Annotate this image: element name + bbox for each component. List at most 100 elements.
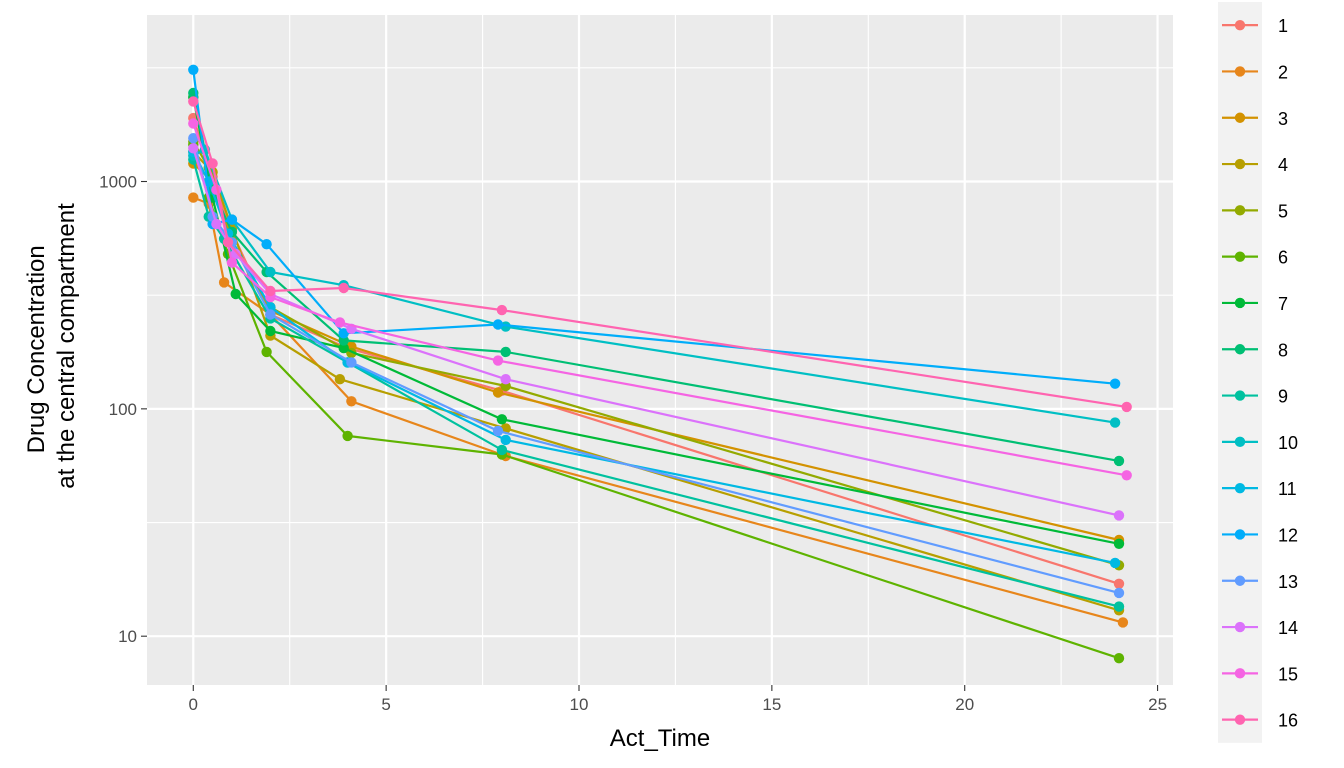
legend-key-point — [1234, 19, 1246, 31]
data-point — [188, 192, 199, 203]
data-point — [500, 374, 511, 385]
data-point — [492, 319, 504, 330]
legend-label: 13 — [1278, 572, 1298, 592]
data-point — [188, 143, 199, 154]
series-group — [188, 64, 1132, 664]
data-point — [500, 346, 511, 358]
data-point — [1113, 653, 1125, 664]
legend-label: 2 — [1278, 62, 1288, 82]
data-point — [188, 64, 199, 76]
legend-label: 1 — [1278, 16, 1288, 36]
data-point — [1113, 601, 1125, 612]
data-point — [222, 237, 234, 248]
legend-label: 4 — [1278, 155, 1288, 175]
data-point — [265, 266, 276, 278]
data-point — [1109, 557, 1121, 569]
data-point — [496, 304, 508, 316]
legend-item-12: 12 — [1222, 525, 1298, 545]
data-point — [346, 396, 357, 407]
legend-label: 15 — [1278, 664, 1298, 684]
data-point — [265, 309, 276, 320]
data-point — [1113, 510, 1125, 521]
legend-key-point — [1234, 112, 1246, 123]
data-point — [230, 248, 241, 260]
data-point — [230, 288, 241, 300]
legend-key-point — [1234, 482, 1246, 494]
legend-item-6: 6 — [1222, 248, 1288, 268]
legend-item-10: 10 — [1222, 433, 1298, 453]
legend-item-9: 9 — [1222, 387, 1288, 407]
legend-key-point — [1234, 575, 1246, 586]
legend-key-point — [1234, 621, 1246, 633]
y-axis-title-line-2: at the central compartment — [53, 203, 80, 489]
legend-label: 8 — [1278, 340, 1288, 360]
data-point — [1117, 617, 1129, 628]
data-point — [492, 387, 504, 398]
data-point — [188, 118, 199, 129]
data-point — [226, 214, 238, 225]
data-point — [1121, 470, 1132, 481]
legend-key-point — [1234, 205, 1246, 216]
legend-key-background — [1218, 2, 1262, 743]
data-point — [218, 277, 230, 288]
legend-item-3: 3 — [1222, 109, 1288, 129]
data-point — [1109, 378, 1121, 389]
legend-item-2: 2 — [1222, 62, 1288, 82]
data-point — [492, 425, 504, 437]
legend-label: 10 — [1278, 433, 1298, 453]
data-point — [1113, 587, 1125, 599]
x-tick-label: 15 — [762, 695, 781, 714]
legend-item-1: 1 — [1222, 16, 1288, 36]
legend-item-5: 5 — [1222, 201, 1288, 221]
legend-item-4: 4 — [1222, 155, 1288, 175]
legend-label: 7 — [1278, 294, 1288, 314]
legend-key-point — [1234, 714, 1246, 725]
y-tick-label: 10 — [118, 627, 137, 646]
data-point — [261, 239, 272, 250]
y-tick-label: 1000 — [99, 173, 137, 192]
legend-key-point — [1234, 297, 1246, 309]
legend-label: 12 — [1278, 525, 1298, 545]
legend-key-point — [1234, 529, 1246, 540]
legend-label: 16 — [1278, 711, 1298, 731]
data-point — [338, 342, 349, 354]
data-point — [346, 357, 357, 368]
legend-label: 11 — [1278, 479, 1297, 499]
data-point — [188, 96, 199, 107]
data-point — [492, 355, 504, 366]
data-point — [338, 282, 349, 294]
data-point — [188, 133, 199, 144]
data-point — [334, 317, 346, 328]
legend-item-14: 14 — [1222, 618, 1298, 638]
legend-item-8: 8 — [1222, 340, 1288, 360]
data-point — [1113, 538, 1125, 549]
legend-item-15: 15 — [1222, 664, 1298, 684]
data-point — [500, 434, 511, 446]
data-point — [261, 346, 272, 358]
data-point — [338, 328, 349, 339]
legend-label: 5 — [1278, 201, 1288, 221]
data-point — [211, 218, 222, 230]
data-point — [342, 430, 353, 442]
data-point — [226, 257, 238, 268]
data-point — [265, 325, 276, 337]
legend-label: 9 — [1278, 387, 1288, 407]
x-axis-title: Act_Time — [610, 725, 710, 752]
series-15 — [188, 118, 1132, 481]
legend-item-7: 7 — [1222, 294, 1288, 314]
x-tick-label: 20 — [955, 695, 974, 714]
data-point — [1113, 455, 1125, 467]
legend-item-13: 13 — [1222, 572, 1298, 592]
y-axis-title: Drug Concentration at the central compar… — [23, 203, 80, 489]
y-axis-title-line-1: Drug Concentration — [23, 245, 50, 453]
legend-key-point — [1234, 251, 1246, 262]
legend-label: 14 — [1278, 618, 1298, 638]
legend-label: 3 — [1278, 109, 1288, 129]
legend-key-point — [1234, 344, 1246, 355]
legend-key-point — [1234, 390, 1246, 401]
data-point — [334, 374, 346, 385]
legend-item-16: 16 — [1222, 711, 1298, 731]
y-tick-label: 100 — [109, 400, 137, 419]
